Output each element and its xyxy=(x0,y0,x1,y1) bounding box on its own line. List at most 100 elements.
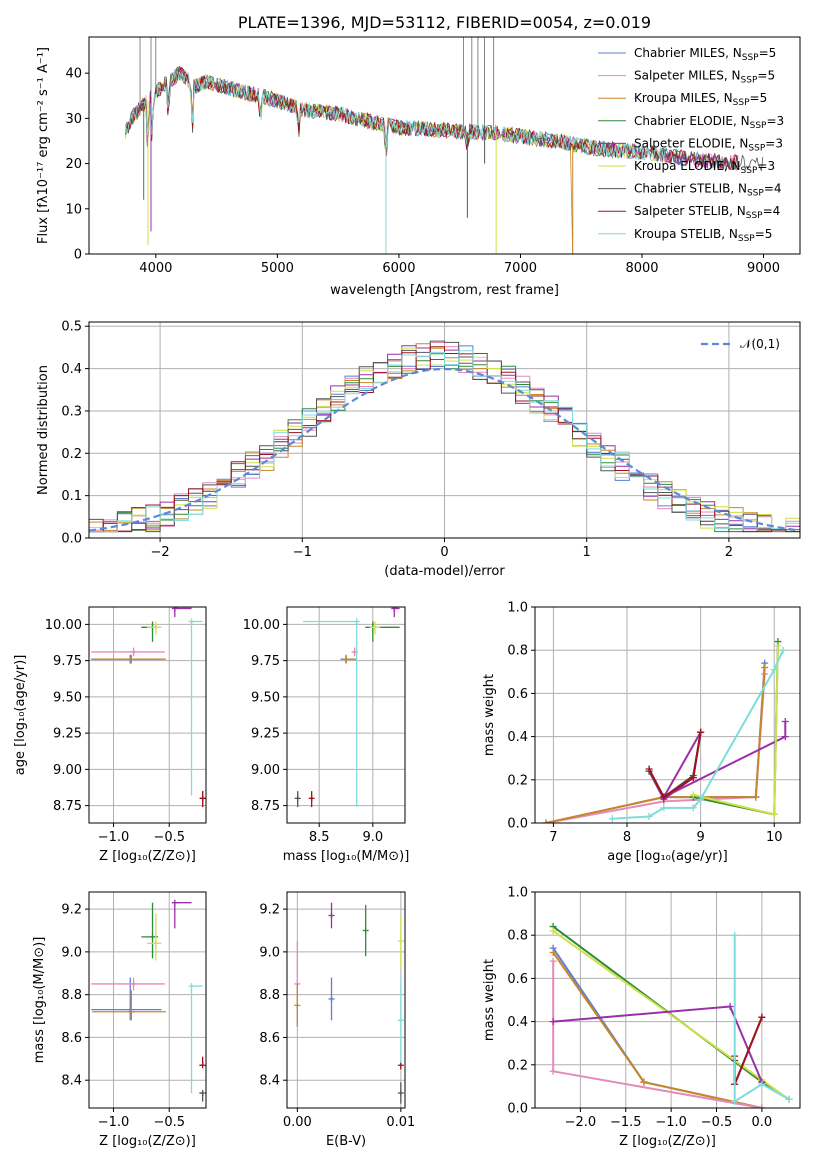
data-point xyxy=(171,899,178,906)
y-tick-label: 0.3 xyxy=(61,404,82,419)
data-point xyxy=(391,607,398,612)
x-tick-label: −2.0 xyxy=(565,1115,597,1130)
data-point xyxy=(549,957,557,965)
y-tick-label: 0 xyxy=(74,248,82,263)
y-tick-label: 0.2 xyxy=(507,1058,528,1073)
y-tick-label: 0.6 xyxy=(507,972,528,987)
data-point xyxy=(645,765,653,773)
histogram-series xyxy=(89,350,800,533)
axes-mass_vs_EBV: 0.00 0.01 8.4 8.6 8.8 9.0 9.2 E(B-V) xyxy=(259,892,415,1149)
data-point xyxy=(697,795,705,803)
x-tick-label: 0.00 xyxy=(283,1115,312,1130)
lines-weight_vs_Z xyxy=(549,923,793,1108)
x-tick-label: 8.5 xyxy=(309,830,330,845)
y-tick-label: 0.8 xyxy=(507,644,528,659)
y-tick-label: 0.6 xyxy=(507,687,528,702)
y-tick-label: 8.75 xyxy=(53,799,82,814)
data-point xyxy=(308,795,315,802)
weight-series xyxy=(648,732,702,799)
y-tick-label: 8.8 xyxy=(259,988,280,1003)
y-tick-label: 9.50 xyxy=(251,690,280,705)
y-tick-label: 8.6 xyxy=(61,1031,82,1046)
x-tick-label: −0.5 xyxy=(153,830,185,845)
data-point xyxy=(152,940,159,947)
y-tick-label: 20 xyxy=(65,157,82,172)
x-tick-label: 9 xyxy=(696,830,704,845)
spectrum-series xyxy=(125,69,666,165)
legend-label: Kroupa ELODIE, NSSP=3 xyxy=(634,159,775,176)
x-tick-label: 10 xyxy=(766,830,783,845)
plot-frame-weight_vs_Z xyxy=(534,891,801,1109)
y-tick-label: 0.0 xyxy=(61,532,82,547)
legend-label: Kroupa MILES, NSSP=5 xyxy=(634,91,767,108)
x-tick-label: −1.5 xyxy=(610,1115,642,1130)
legend-label: Salpeter STELIB, NSSP=4 xyxy=(634,204,780,221)
y-tick-label: 9.50 xyxy=(53,690,82,705)
data-point xyxy=(758,1080,766,1088)
x-tick-label: 0.0 xyxy=(752,1115,773,1130)
y-tick-label: 9.75 xyxy=(251,654,280,669)
data-point xyxy=(758,1104,766,1108)
y-tick-label: 0.1 xyxy=(61,489,82,504)
x-axis-label: Z [log₁₀(Z/Z⊙)] xyxy=(99,1134,196,1149)
data-point xyxy=(328,912,335,919)
plot-frame-residuals xyxy=(88,321,801,539)
data-point xyxy=(726,1002,734,1010)
data-point xyxy=(188,618,195,625)
data-point xyxy=(608,815,616,823)
x-tick-label: 5000 xyxy=(261,261,294,276)
data-point xyxy=(171,607,178,612)
data-point xyxy=(549,948,557,956)
x-tick-label: −1.0 xyxy=(98,1115,130,1130)
data-point xyxy=(752,793,760,801)
data-point xyxy=(731,1098,739,1106)
y-axis-label: Normed distribution xyxy=(36,365,51,495)
plot-frame-spectrum xyxy=(88,36,801,255)
y-tick-label: 8.75 xyxy=(251,799,280,814)
data-point xyxy=(689,791,697,799)
data-point xyxy=(199,1062,206,1069)
histogram-series xyxy=(89,346,800,533)
data-point xyxy=(130,980,137,987)
weight-series xyxy=(552,951,763,1108)
y-tick-label: 1.0 xyxy=(507,886,528,901)
plot-frame-mass_vs_EBV xyxy=(286,891,406,1109)
x-tick-label: 2 xyxy=(725,545,733,560)
y-tick-label: 9.75 xyxy=(53,654,82,669)
chart-title: PLATE=1396, MJD=53112, FIBERID=0054, z=0… xyxy=(238,13,651,32)
weight-series xyxy=(545,667,766,823)
y-axis-label: age [log₁₀(age/yr)] xyxy=(13,655,28,776)
x-tick-label: 7000 xyxy=(504,261,537,276)
x-tick-label: 9000 xyxy=(747,261,780,276)
y-tick-label: 1.0 xyxy=(507,601,528,616)
points-mass_vs_Z xyxy=(91,899,206,1102)
y-tick-label: 40 xyxy=(65,67,82,82)
x-tick-label: −1 xyxy=(293,545,312,560)
x-tick-label: 4000 xyxy=(139,261,172,276)
x-axis-label: Z [log₁₀(Z/Z⊙)] xyxy=(99,849,196,864)
legend-label: Salpeter ELODIE, NSSP=3 xyxy=(634,136,783,153)
weight-series xyxy=(545,673,766,823)
data-point xyxy=(397,938,404,945)
points-mass_vs_EBV xyxy=(294,902,404,1104)
x-tick-label: −1.0 xyxy=(98,830,130,845)
weight-series xyxy=(733,935,790,1104)
y-tick-label: 10.00 xyxy=(45,618,82,633)
points-age_vs_Z xyxy=(91,607,206,808)
data-point xyxy=(328,995,335,1002)
y-tick-label: 9.00 xyxy=(251,763,280,778)
y-tick-label: 9.0 xyxy=(61,945,82,960)
data-point xyxy=(149,933,156,940)
x-axis-label: mass [log₁₀(M/M⊙)] xyxy=(283,849,410,864)
data-point xyxy=(397,1062,404,1069)
data-point xyxy=(689,804,697,812)
data-point xyxy=(645,813,653,821)
y-tick-label: 30 xyxy=(65,112,82,127)
y-tick-label: 0.4 xyxy=(507,730,528,745)
histograms xyxy=(89,340,800,533)
axes-residuals: −2 −1 0 1 2 0.0 0.1 0.2 0.3 0.4 0.5 (data-model)/er… xyxy=(36,320,800,579)
data-point xyxy=(697,728,705,736)
data-point xyxy=(779,646,787,654)
y-tick-label: 9.2 xyxy=(61,903,82,918)
